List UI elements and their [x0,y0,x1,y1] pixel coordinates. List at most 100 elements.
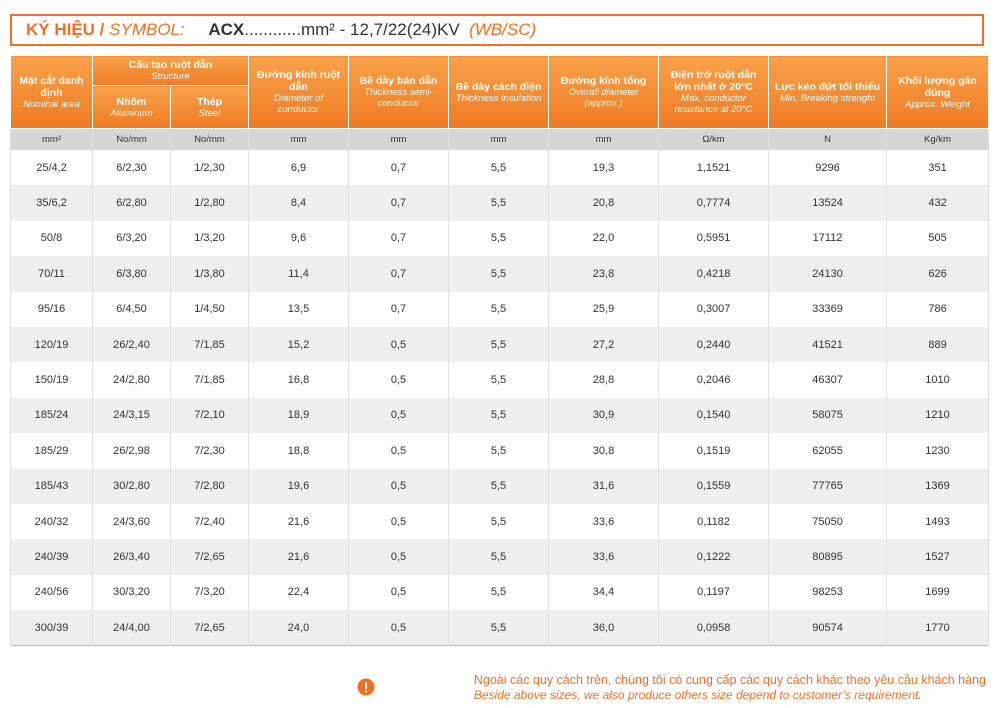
symbol-spec: ............mm² - 12,7/22(24)KV [244,20,460,39]
data-cell: 1/2,80 [169,185,250,221]
data-cell: 240/39 [10,539,93,575]
header-cell: Điện trở ruột dẫn lớn nhất ở 20°C Max. co… [658,55,770,129]
header-vi: Đường kính ruột dẫn [256,69,341,93]
data-cell: 0,5 [348,362,450,398]
data-row: 240/39 26/3,40 7/2,65 21,6 0,5 5,5 33,6 0,1222 8… [10,539,990,575]
data-cell: 0,5 [348,610,450,646]
data-cell: 30,9 [548,397,660,434]
data-cell: 5,5 [448,503,550,540]
data-cell: 0,1559 [658,468,770,504]
data-cell: 1527 [886,539,990,575]
header-cell: Bề dày cách điện Thickness insulation [448,55,550,129]
data-cell: 33,6 [548,539,660,575]
data-cell: 17112 [768,220,888,257]
data-cell: 9296 [768,150,888,186]
data-cell: 0,7 [348,150,450,186]
data-cell: 16,8 [248,362,350,398]
header-en: Nominal area [23,98,80,110]
header-en: Max. conductor resistance at 20°C [674,93,753,115]
note-en: Beside above sizes, we also produce othe… [473,688,922,702]
data-cell: 11,4 [248,256,350,292]
data-cell: 21,6 [248,539,350,575]
header-en: Diameter of conductor [273,93,324,115]
data-cell: 6/3,80 [92,256,171,292]
header-vi: Cấu tạo ruột dẫn [128,59,213,71]
data-cell: 50/8 [10,220,93,257]
header-cell: Nhôm Aluminum [92,85,171,129]
data-cell: 0,1182 [658,503,770,540]
data-cell: 70/11 [10,256,93,292]
data-cell: 0,0958 [658,610,770,646]
data-cell: 7/1,85 [169,326,250,363]
data-cell: 25/4,2 [10,150,93,186]
data-cell: 7/2,80 [169,468,250,504]
data-cell: 19,3 [548,150,660,186]
header-en: Structure [151,71,190,82]
data-row: 300/39 24/4,00 7/2,65 24,0 0,5 5,5 36,0 0,0958 9… [10,610,990,646]
header-en: Thickness semi-conductor [364,87,433,109]
data-cell: 9,6 [248,220,350,257]
data-row: 50/8 6/3,20 1/3,20 9,6 0,7 5,5 22,0 0,5951 17112… [10,220,990,257]
data-cell: 5,5 [448,468,550,504]
data-cell: 1493 [886,503,990,540]
data-cell: 34,4 [548,574,660,611]
symbol-label-vi: KÝ HIỆU / [26,20,105,39]
data-cell: 30/2,80 [92,468,171,504]
data-cell: 1699 [886,574,990,611]
data-cell: 5,5 [448,150,550,186]
data-cell: 0,5 [348,433,450,469]
header-en: Min. Breaking strenght [779,92,876,104]
spec-table: Mặt cắt danh định Nominal area Cấu tạo ruộ… [10,55,990,647]
data-cell: 24/3,15 [92,397,171,434]
data-cell: 24,0 [248,610,350,646]
unit-cell: N [768,128,888,150]
unit-cell: Kg/km [886,128,990,150]
data-row: 70/11 6/3,80 1/3,80 11,4 0,7 5,5 23,8 0,4218 241… [10,256,990,292]
data-cell: 7/2,65 [169,539,250,575]
data-row: 185/29 26/2,98 7/2,30 18,8 0,5 5,5 30,8 0,1519 6… [10,433,990,469]
unit-cell: mm [348,128,450,150]
data-cell: 0,3007 [658,291,770,327]
header-cell: Lực kéo đứt tối thiểu Min. Breaking stren… [768,55,888,129]
data-cell: 41521 [768,326,888,363]
data-cell: 185/29 [10,433,93,469]
data-cell: 6/3,20 [92,220,171,257]
data-cell: 21,6 [248,503,350,540]
data-cell: 0,7 [348,185,450,221]
data-cell: 5,5 [448,539,550,575]
header-cell: Khối lượng gần đúng Approx. Weight [886,55,990,129]
symbol-box: KÝ HIỆU / SYMBOL: ACX............mm² - 1… [10,14,984,46]
data-cell: 5,5 [448,256,550,292]
data-cell: 0,7 [348,291,450,327]
data-cell: 0,1197 [658,574,770,611]
data-cell: 35/6,2 [10,185,93,221]
data-cell: 13524 [768,185,888,221]
header-en: Approx. Weight [905,98,970,110]
unit-cell: No/mm [92,128,171,150]
data-cell: 6/4,50 [92,291,171,327]
symbol-suffix: (WB/SC) [469,20,537,39]
data-cell: 5,5 [448,574,550,611]
data-cell: 22,0 [548,220,660,257]
data-cell: 0,5 [348,503,450,540]
data-cell: 786 [886,291,990,327]
data-cell: 15,2 [248,326,350,363]
data-cell: 1/3,80 [169,256,250,292]
footnote: Ngoài các quy cách trên, chúng tôi có cu… [474,673,986,703]
data-cell: 23,8 [548,256,660,292]
data-row: 185/24 24/3,15 7/2,10 18,9 0,5 5,5 30,9 0,1540 5… [10,397,990,434]
data-cell: 0,1540 [658,397,770,434]
header-vi: Bề dày cách điện [455,80,542,93]
header-cell: Bề dày bán dẫn Thickness semi-conductor [348,55,450,129]
data-cell: 0,2440 [658,326,770,363]
data-cell: 5,5 [448,610,550,646]
header-vi: Khối lượng gần đúng [898,74,977,99]
unit-cell: No/mm [169,128,250,150]
data-cell: 0,5 [348,326,450,363]
data-cell: 185/43 [10,468,93,504]
data-cell: 7/2,10 [169,397,250,434]
data-cell: 1/4,50 [169,291,250,327]
data-cell: 18,8 [248,433,350,469]
header-en: Thickness insulation [455,92,542,104]
header-vi: Thép [196,95,223,108]
